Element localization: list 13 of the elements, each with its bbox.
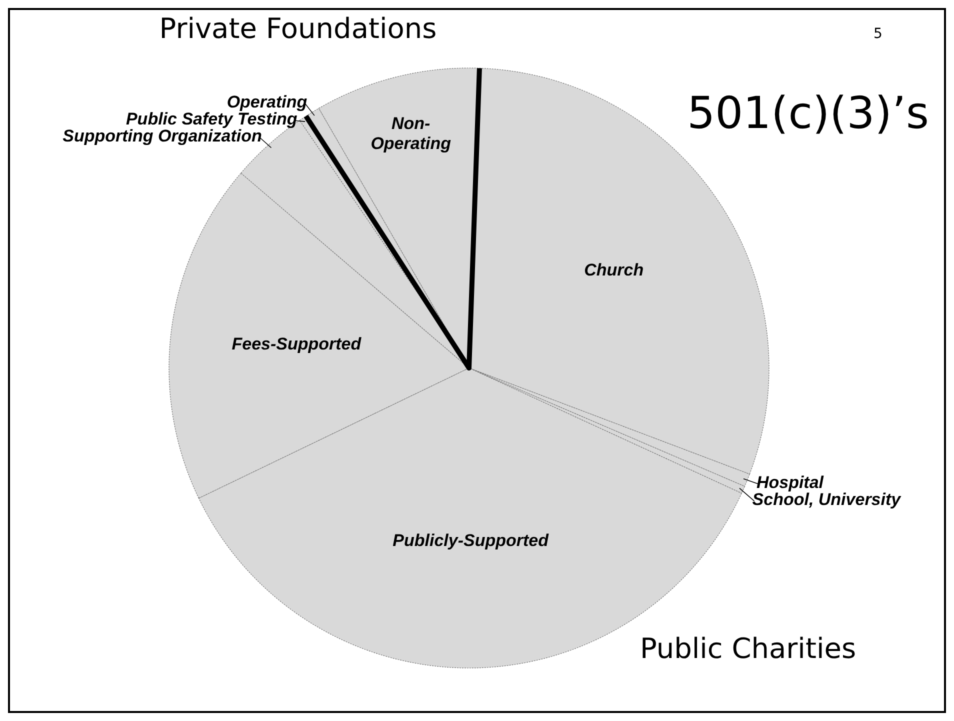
text: 501(c)(3)’s xyxy=(687,88,929,139)
text: 5 xyxy=(874,26,882,42)
slice-label: Church xyxy=(584,261,644,280)
slice-label: Public Safety Testing xyxy=(126,110,298,130)
text: Private Foundations xyxy=(159,12,437,45)
slice-label: Hospital xyxy=(756,474,825,493)
slice-label: School, University xyxy=(752,490,902,510)
slice-label: Operating xyxy=(226,93,308,112)
slice-label: Publicly-Supported xyxy=(392,531,550,550)
text: Public Charities xyxy=(640,632,856,665)
slice-label: Fees-Supported xyxy=(232,335,362,354)
slice-label: Supporting Organization xyxy=(62,127,262,146)
slice-label: Non-Operating xyxy=(370,114,452,154)
